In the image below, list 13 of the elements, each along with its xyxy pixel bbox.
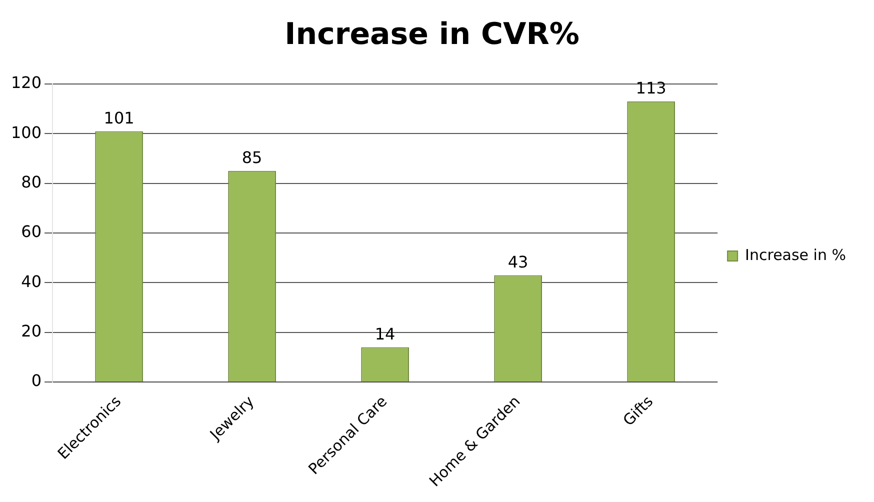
chart-title: Increase in CVR% bbox=[284, 16, 580, 52]
y-tick-label: 100 bbox=[10, 122, 42, 142]
y-tick-label: 80 bbox=[21, 172, 42, 192]
data-label: 43 bbox=[508, 252, 528, 272]
y-tick-label: 60 bbox=[21, 222, 42, 242]
data-label: 101 bbox=[104, 108, 134, 128]
legend-label: Increase in % bbox=[745, 246, 846, 264]
y-tick-label: 0 bbox=[31, 371, 42, 390]
y-tick-label: 120 bbox=[10, 73, 42, 92]
data-label: 85 bbox=[242, 148, 262, 168]
data-label: 113 bbox=[636, 78, 666, 98]
y-tick-label: 20 bbox=[21, 322, 42, 341]
y-tick-label: 40 bbox=[21, 272, 42, 291]
